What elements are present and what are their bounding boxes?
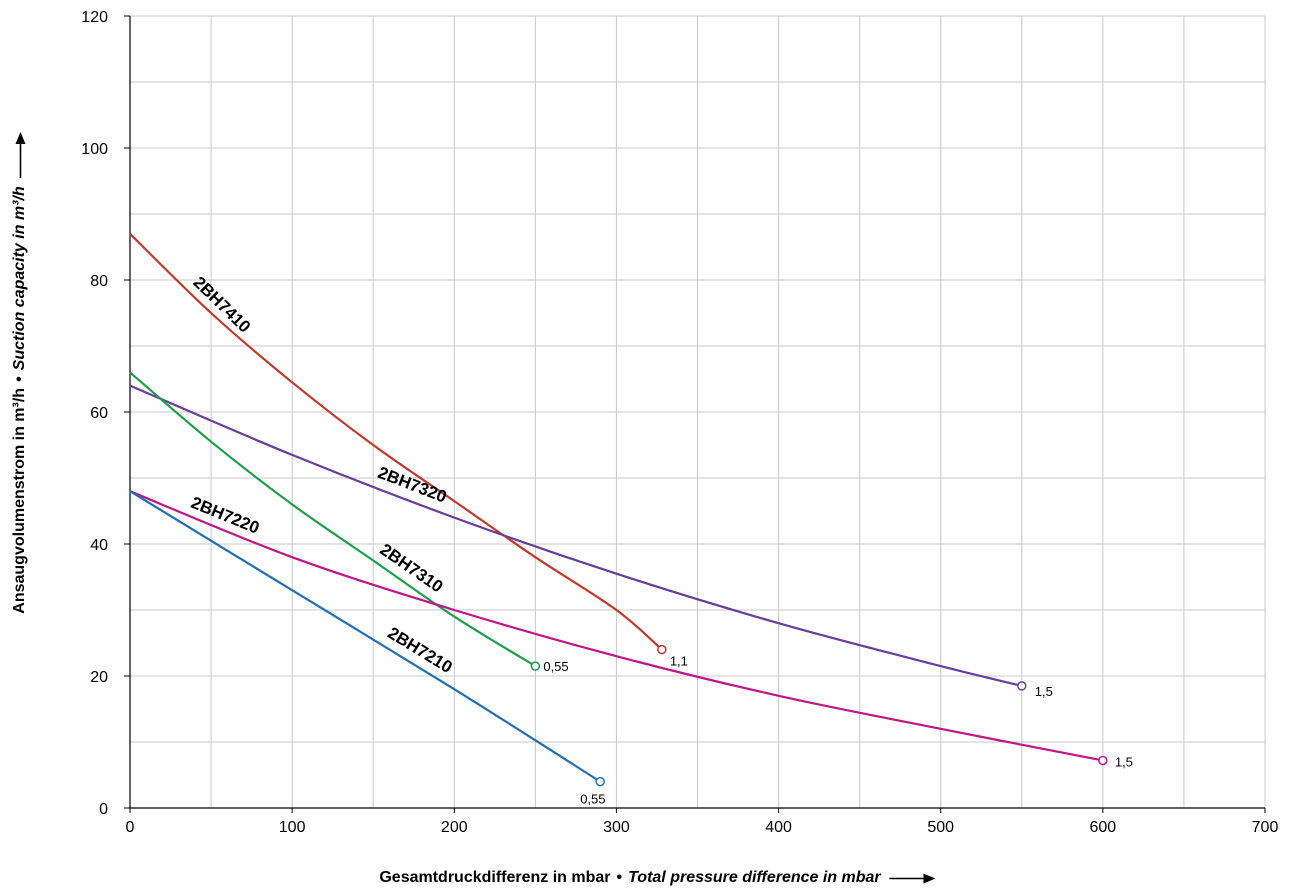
x-axis-title: Gesamtdruckdifferenz in mbar • Total press… xyxy=(379,869,881,886)
y-tick-label: 0 xyxy=(99,801,108,818)
x-tick-label: 400 xyxy=(765,819,792,836)
series-end-label: 1,5 xyxy=(1115,754,1133,769)
series-2bh7310: 0,55 xyxy=(129,371,569,674)
y-axis-arrow xyxy=(15,132,26,179)
series-end-label: 1,5 xyxy=(1035,684,1053,699)
series-end-label: 1,1 xyxy=(670,654,688,669)
series-layer: 1,1 1,5 0,55 1,5 0,55 xyxy=(129,233,1133,807)
x-tick-label: 700 xyxy=(1252,819,1279,836)
series-end-point xyxy=(1098,755,1108,766)
y-axis-title-de: Ansaugvolumenstrom in m³/h xyxy=(11,388,28,614)
x-tick-label: 100 xyxy=(279,819,306,836)
x-axis-title-de: Gesamtdruckdifferenz in mbar xyxy=(379,869,610,886)
y-tick-label: 80 xyxy=(90,273,108,290)
series-line xyxy=(129,371,536,668)
x-tick-label: 600 xyxy=(1090,819,1117,836)
series-line xyxy=(129,490,601,783)
x-tick-label: 200 xyxy=(441,819,468,836)
series-end-point xyxy=(657,644,667,655)
grid xyxy=(129,15,1266,809)
series-2bh7210: 0,55 xyxy=(129,490,606,807)
x-tick-label: 0 xyxy=(126,819,135,836)
series-2bh7320: 1,5 xyxy=(129,384,1053,699)
y-tick-label: 120 xyxy=(81,9,108,26)
x-axis-arrow xyxy=(889,873,936,884)
series-end-point xyxy=(1017,681,1027,691)
series-2bh7410: 1,1 xyxy=(129,233,688,669)
tick-labels: 0 100 200 300 400 500 600 700 0 20 40 60 80 100 120 xyxy=(81,9,1278,836)
y-tick-label: 60 xyxy=(90,405,108,422)
series-name-label: 2BH7410 xyxy=(190,273,255,337)
y-axis-title-en: Suction capacity in m³/h xyxy=(11,186,28,370)
x-axis-separator: • xyxy=(617,869,623,886)
series-line xyxy=(129,384,1023,687)
y-tick-label: 20 xyxy=(90,669,108,686)
x-arrow-head xyxy=(923,873,936,884)
series-end-label: 0,55 xyxy=(543,659,568,674)
x-tick-label: 300 xyxy=(603,819,630,836)
series-end-label: 0,55 xyxy=(580,792,605,807)
y-axis-title: Ansaugvolumenstrom in m³/h • Suction capac… xyxy=(11,186,28,614)
y-tick-label: 40 xyxy=(90,537,108,554)
series-line xyxy=(129,490,1104,762)
series-end-point xyxy=(530,661,541,671)
x-tick-label: 500 xyxy=(927,819,954,836)
y-tick-label: 100 xyxy=(81,141,108,158)
y-axis-separator: • xyxy=(11,376,28,382)
series-2bh7220: 1,5 xyxy=(129,490,1133,769)
y-arrow-head xyxy=(15,132,26,145)
series-name-label: 2BH7320 xyxy=(375,463,449,507)
x-axis-title-en: Total pressure difference in mbar xyxy=(628,869,881,886)
series-line xyxy=(129,233,663,651)
series-end-point xyxy=(595,776,605,787)
